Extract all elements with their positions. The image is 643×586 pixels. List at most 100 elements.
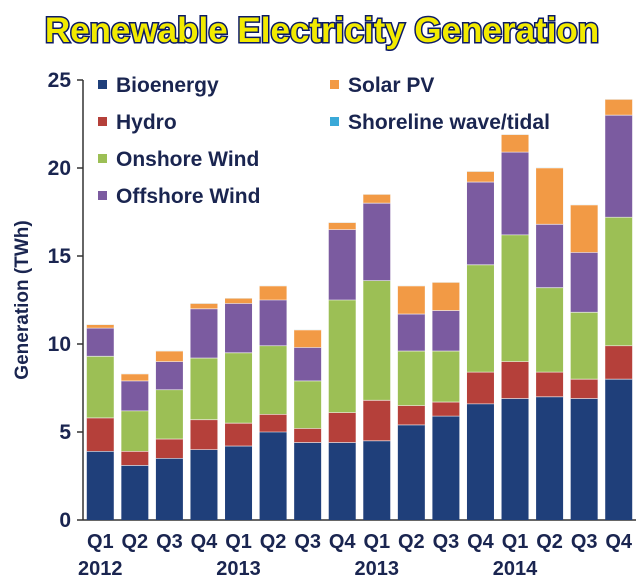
bar-segment [121,465,149,520]
bar-segment [605,345,633,380]
bar-segment [294,442,322,520]
bar-segment [397,351,425,406]
bar-segment [259,285,287,300]
bar-segment [190,303,218,309]
x-tick-label: Q4 [605,531,633,553]
bar-segment [328,442,356,520]
bar-segment [259,432,287,520]
y-tick-label: 10 [48,333,71,356]
x-year-label: 2013 [216,558,261,580]
y-tick-label: 15 [48,245,72,268]
bar-segment [466,182,494,265]
legend-swatch [98,154,107,163]
bar-segment [397,314,425,352]
bar-segment [259,345,287,415]
bar-segment [190,449,218,520]
y-tick-label: 25 [48,69,72,92]
x-tick-label: Q3 [294,531,321,553]
bar-segment [86,451,114,520]
bar-segment [294,329,322,348]
bar-segment [501,361,529,399]
bar-segment [432,282,460,311]
legend-swatch [330,80,339,89]
x-tick-label: Q2 [122,531,149,553]
bar-segment [432,351,460,403]
bar-segment [363,203,391,281]
legend-label: Offshore Wind [116,185,260,208]
x-tick-label: Q1 [225,531,252,553]
bar-segment [536,372,564,397]
bar-segment [466,171,494,183]
x-tick-label: Q4 [467,531,495,553]
bar-segment [363,400,391,441]
x-tick-label: Q1 [502,531,529,553]
bar-segment [536,168,564,225]
y-tick-label: 0 [59,509,71,532]
bar-segment [86,324,114,329]
bar-segment [155,458,183,520]
bar-segment [86,356,114,418]
x-tick-label: Q2 [260,531,287,553]
bar-segment [225,352,253,424]
legend-swatch [98,80,107,89]
bar-segment [225,446,253,520]
legend-label: Shoreline wave/tidal [348,111,550,134]
bar-segment [121,410,149,452]
x-tick-label: Q1 [363,531,390,553]
bar-segment [259,414,287,432]
bar-segment [605,217,633,346]
bar-segment [501,152,529,235]
legend-label: Onshore Wind [116,148,259,171]
bar-segment [155,361,183,390]
bar-segment [225,303,253,353]
bar-segment [397,285,425,315]
bar-segment [605,99,633,116]
bar-segment [225,423,253,447]
legend-swatch [98,117,107,126]
bar-segment [501,234,529,362]
bar-segment [328,412,356,443]
bar-segment [570,312,598,380]
bar-segment [466,403,494,520]
bar-segment [190,358,218,420]
bar-segment [328,222,356,230]
bar-segment [328,229,356,300]
bar-segment [155,389,183,440]
bar-segment [190,308,218,359]
bar-segment [397,405,425,425]
bar-segment [570,398,598,520]
bar-segment [432,402,460,417]
bar-segment [432,416,460,520]
bar-segment [190,419,218,450]
bar-segment [570,204,598,253]
bar-segment [363,440,391,520]
x-tick-label: Q4 [329,531,357,553]
bar-segment [121,451,149,466]
bar-segment [155,439,183,459]
bar-segment [605,115,633,218]
chart-title: Renewable Electricity Generation [45,11,599,50]
bar-segment [155,351,183,362]
x-year-label: 2012 [78,558,123,580]
bar-segment [501,398,529,520]
bar-segment [86,328,114,357]
y-axis-label: Generation (TWh) [12,220,33,379]
bar-segment [294,347,322,381]
y-tick-label: 20 [48,157,71,180]
legend-label: Solar PV [348,74,434,97]
bar-segment [570,252,598,313]
bar-segment [397,424,425,520]
bar-segment [225,298,253,304]
x-tick-label: Q1 [87,531,114,553]
x-year-label: 2013 [355,558,400,580]
legend-swatch [98,191,107,200]
bar-segment [536,224,564,288]
bar-segment [536,396,564,520]
bar-segment [294,428,322,443]
bar-segment [536,287,564,373]
legend-label: Hydro [116,111,177,134]
bar-segment [466,372,494,404]
plot-area: 0 5 10 15 20 25 Q1 Q2 Q3 Q4 Q1 Q2 Q3 Q4 Q1 Q2 Q3 Q4 Q1 Q2 Q3… [48,69,636,580]
bar-segment [328,300,356,413]
